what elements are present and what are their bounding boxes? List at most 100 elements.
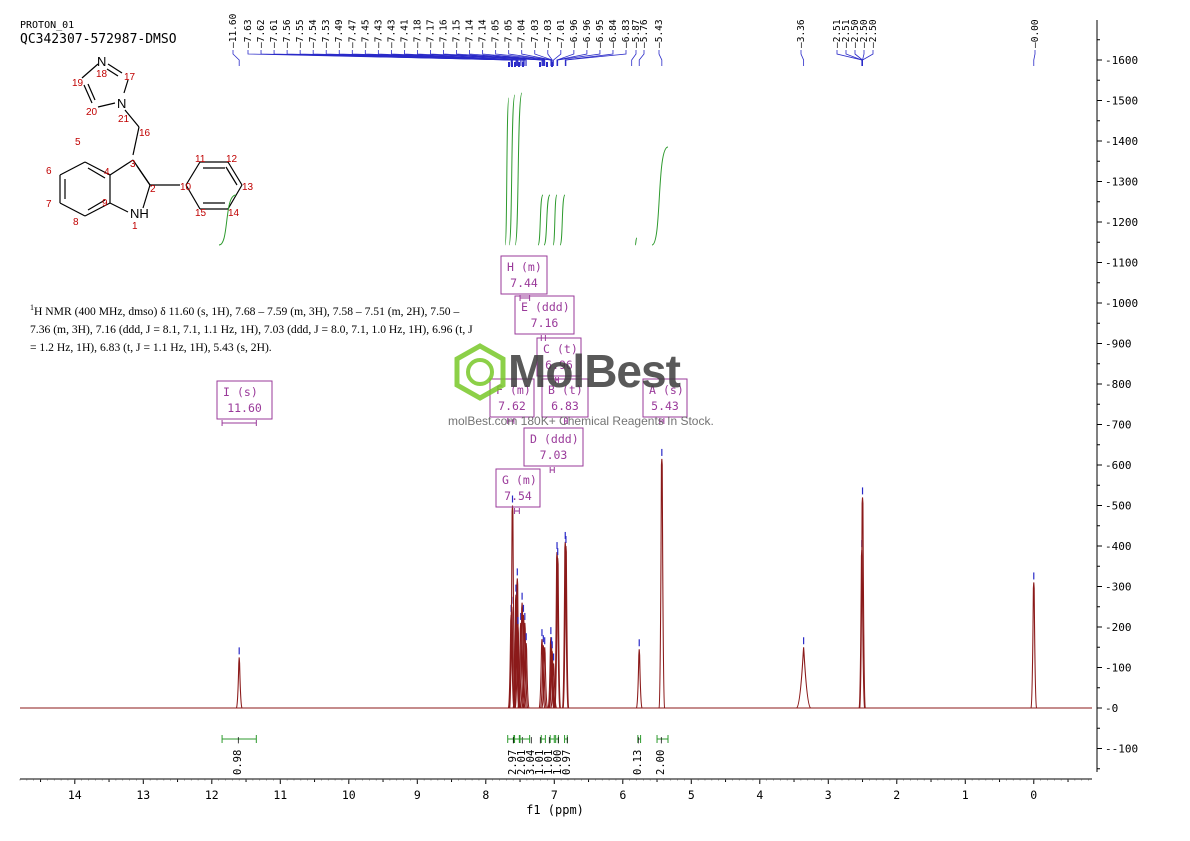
peak-label-connector [631,50,637,66]
peak-label: —7.63 [243,19,254,48]
multiplet-box: B (t) 6.83 [541,378,589,424]
y-tick-label: -100 [1105,662,1132,675]
integral-value: 1.01 — [534,736,546,775]
peak-tick-mark [508,62,510,67]
atom-label: N [97,54,106,69]
multiplet-box: C (t) 6.96 [536,337,582,383]
peak-label: —7.05 [504,19,515,48]
atom-label: 10 [180,182,192,193]
peak-labels: —11.60 —7.63 —7.62 —7.61 —7.56 —7.55 —7.54 —7.5… [228,13,1041,67]
peak-label: —5.76 [639,19,650,48]
isotope-superscript: 1 [30,303,34,312]
multiplet-letter: E [521,300,528,314]
multiplet-frame [642,378,688,418]
spectrum-peak [553,552,561,709]
peak-label: —2.51 [841,19,852,48]
multiplet-frame [541,378,589,418]
peak-label: —7.01 [556,19,567,48]
peak-label: —3.36 [796,19,807,48]
atom-label: 8 [73,217,79,228]
y-tick-label: -1600 [1105,54,1138,67]
spectrum-peak [547,637,555,709]
bond [81,63,99,79]
integral-curve [543,194,551,246]
bond [136,165,151,186]
spectrum-trace [20,448,1092,709]
peak-label-connector [800,50,805,66]
nmr-description-text: H NMR (400 MHz, dmso) δ 11.60 (s, 1H), 7… [30,304,473,354]
multiplet-shift: 7.44 [510,276,538,290]
multiplet-box: A (s) 5.43 [642,378,688,424]
peak-label: —7.16 [439,19,450,48]
multiplet-letter: F [496,383,503,397]
multiplet-frame [216,380,273,420]
x-axis-ticks: 14 13 12 11 10 9 8 7 6 5 4 3 2 1 0 [19,779,1089,802]
x-tick-label: 7 [551,788,558,802]
y-axis-ticks: --100 -0 -100 -200 -300 -400 -500 -600 -700 -800 -… [1097,39,1138,770]
spectrum-peak [548,647,555,709]
atom-label: 12 [226,154,238,165]
multiplet-box: G (m) 7.54 [495,468,541,514]
peak-tick-mark [514,62,516,67]
y-tick-label: -0 [1105,702,1118,715]
integral-curve [552,194,558,246]
atom-label: 2 [150,184,156,195]
atom-label: 7 [46,199,52,210]
spectrum-peak [635,649,643,709]
bond [124,109,140,128]
bond [59,161,86,176]
y-tick-label: -1200 [1105,216,1138,229]
x-tick-label: 5 [688,788,695,802]
integral-value: 2.97 — [507,736,519,775]
molecule-structure [59,63,243,217]
multiplet-type: (m) [516,473,537,487]
integral-value: 0.97 — [561,736,573,775]
atom-label: 3 [130,159,136,170]
multiplet-letter: C [543,342,550,356]
atom-label: 6 [46,166,52,177]
integral-value: 1.01 — [543,736,555,775]
peak-tick-mark [551,62,553,67]
integral-value: 1.00 — [552,736,564,775]
integral-value: 2.01 — [516,736,528,775]
y-tick-label: -1000 [1105,297,1138,310]
atom-label: 13 [242,182,254,193]
y-tick-label: --100 [1105,743,1138,756]
spectrum-peak [658,458,666,709]
atom-label: 5 [75,137,81,148]
integral-annotations: 0.98 —2.97 —2.01 —3.04 —1.01 —1.01 —1.00… [221,735,669,775]
peak-tick-mark [546,62,548,67]
peak-label-connector [456,50,545,66]
bond [87,83,96,101]
y-tick-label: -700 [1105,419,1132,432]
peak-label-connector [232,50,240,66]
multiplet-letter: H [507,260,514,274]
y-tick-label: -1300 [1105,176,1138,189]
spectrum-peak [538,639,546,709]
y-tick-label: -1500 [1105,95,1138,108]
bond [227,161,243,186]
multiplet-box: F (m) 7.62 [489,378,535,424]
bond [84,202,111,217]
peak-label: —2.50 [850,19,861,48]
x-tick-label: 14 [68,788,82,802]
multiplet-type: (m) [521,260,542,274]
integral-value: 2.00 — [655,736,667,775]
atom-label: 1 [132,221,138,232]
spectrum-peak [522,643,530,709]
peak-tick-mark [539,62,541,67]
y-tick-label: -1400 [1105,135,1138,148]
peak-label: —0.00 [1030,19,1041,48]
peak-label: —7.55 [295,19,306,48]
integral-curve [508,94,516,246]
peak-label-connector [443,50,544,66]
atom-label: 11 [195,154,206,165]
multiplet-shift: 7.54 [504,489,532,503]
multiplet-shift: 7.03 [540,448,568,462]
x-tick-label: 11 [273,788,287,802]
peak-label-connector [638,50,645,66]
multiplet-letter: I [223,385,230,399]
x-tick-label: 3 [825,788,832,802]
multiplet-shift: 6.83 [551,399,579,413]
peak-tick-mark [511,62,513,67]
